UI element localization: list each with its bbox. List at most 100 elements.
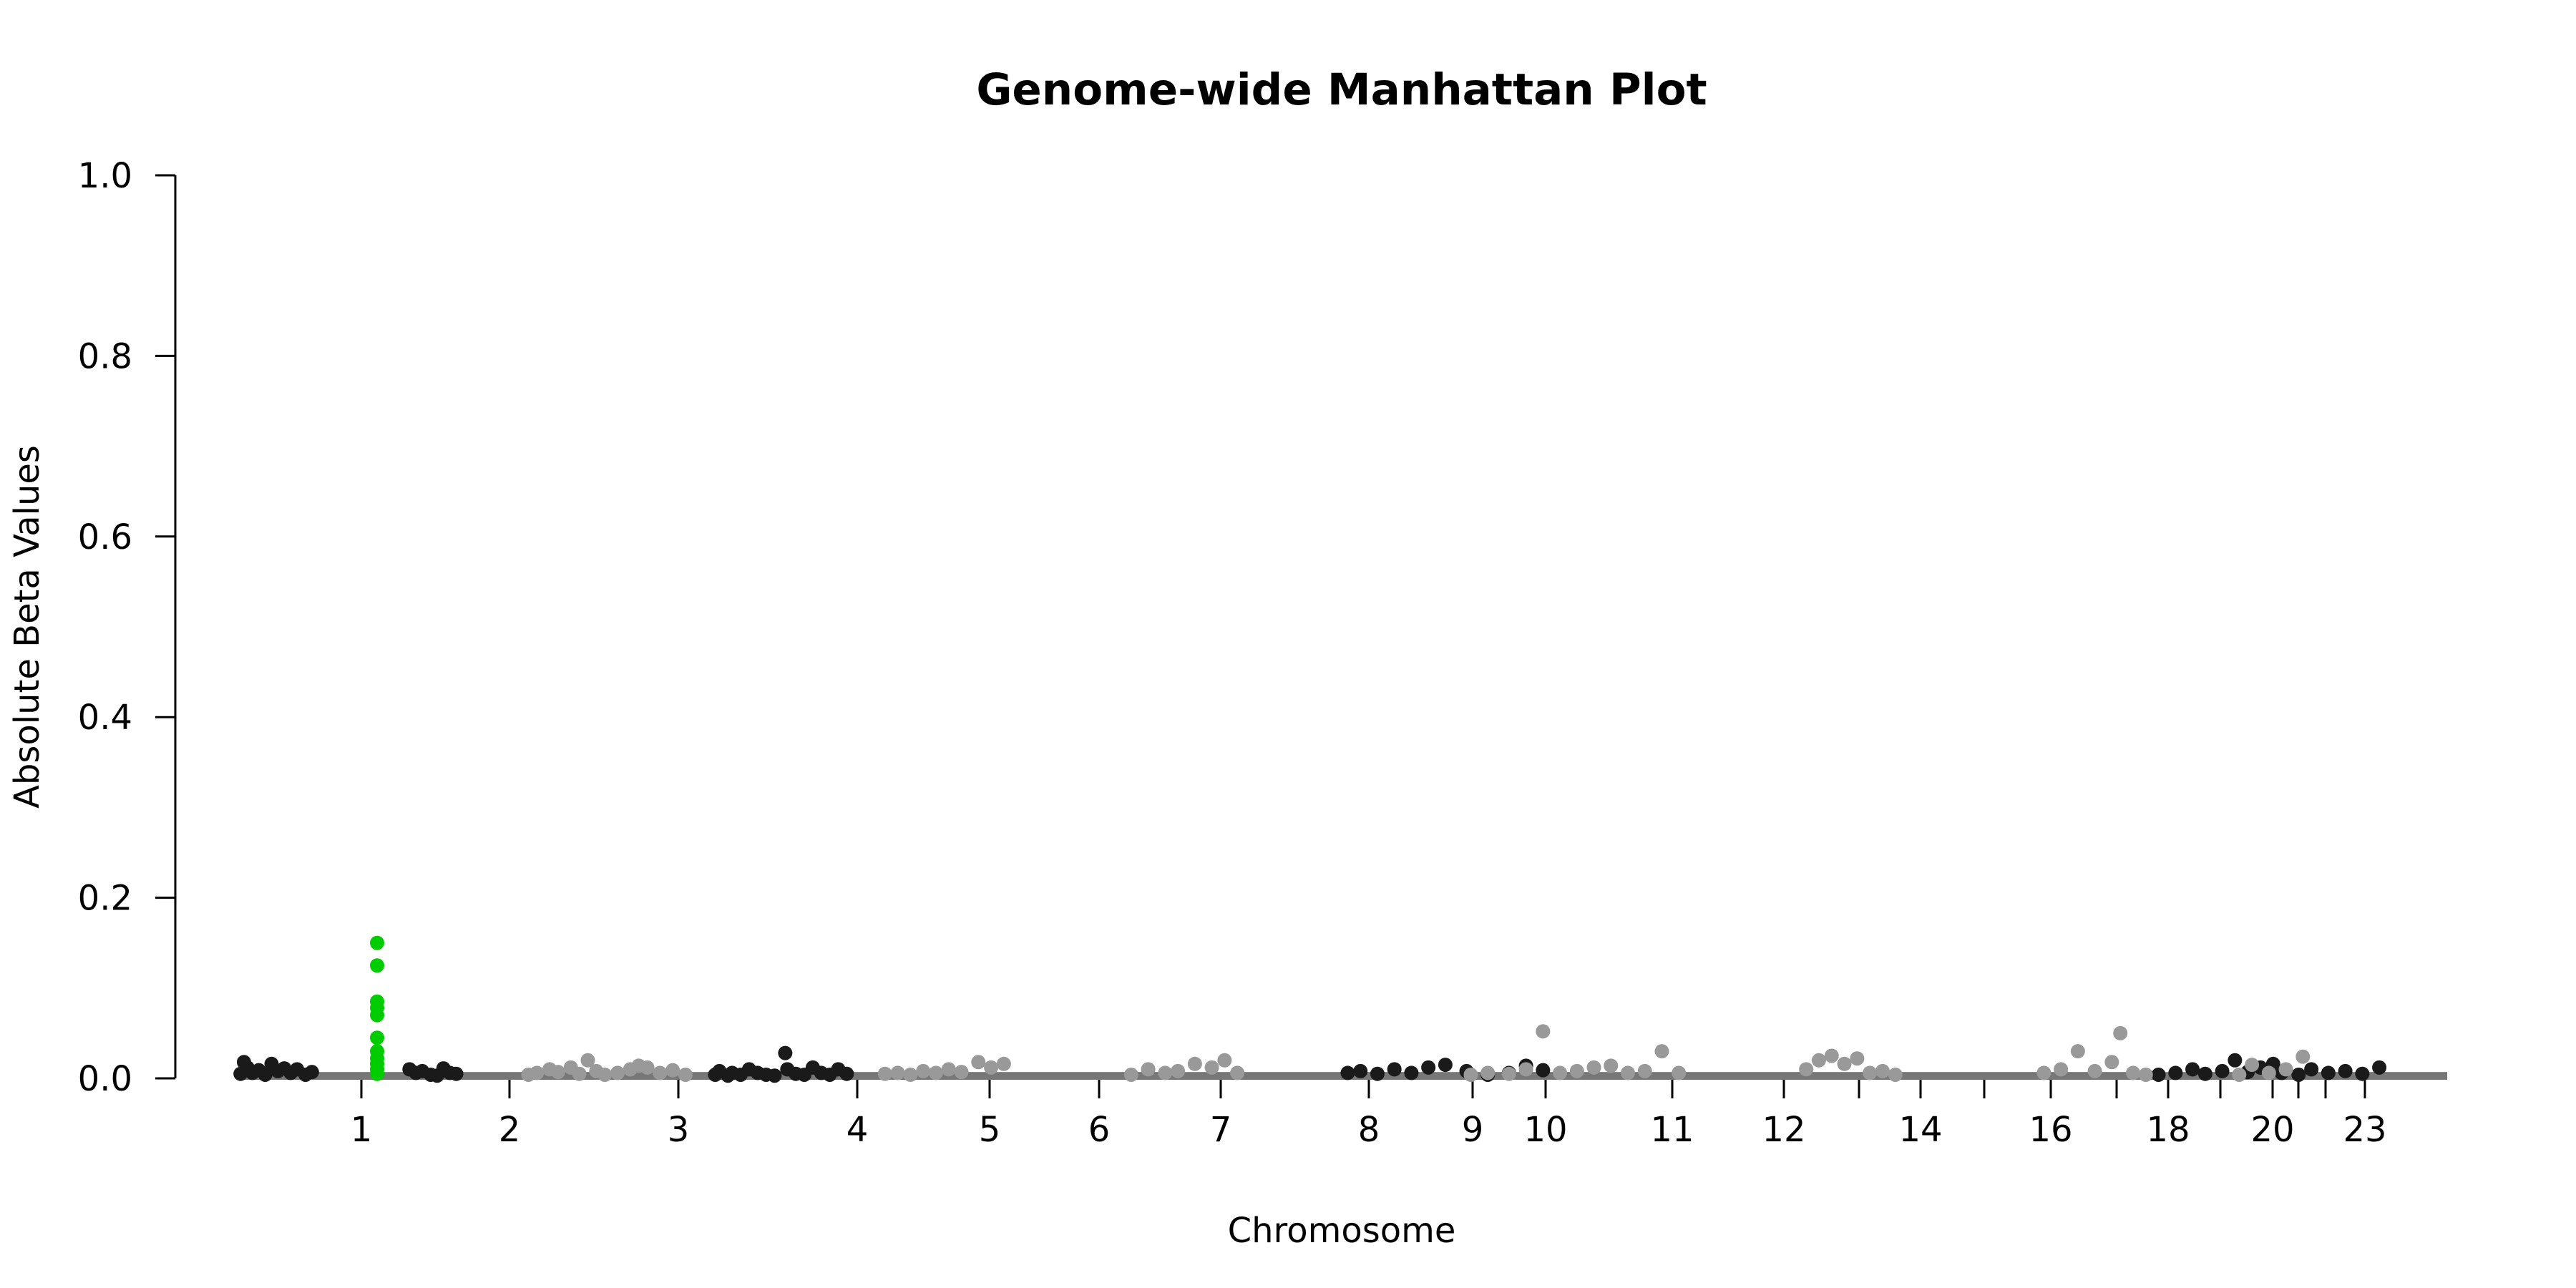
- data-point: [1204, 1060, 1219, 1075]
- data-point: [1171, 1063, 1186, 1078]
- y-tick-label: 0.2: [78, 879, 132, 919]
- x-tick-label: 7: [1210, 1110, 1232, 1150]
- data-point: [903, 1067, 918, 1082]
- data-point: [2291, 1067, 2306, 1082]
- x-tick-label: 5: [979, 1110, 1001, 1150]
- data-point: [2304, 1062, 2319, 1077]
- data-point: [2036, 1065, 2051, 1080]
- data-point: [2054, 1062, 2069, 1077]
- x-tick-label: 18: [2146, 1110, 2190, 1150]
- data-point: [2185, 1062, 2200, 1077]
- data-point: [1875, 1063, 1890, 1078]
- data-point: [1463, 1067, 1478, 1082]
- data-point: [877, 1066, 892, 1081]
- data-point: [1620, 1065, 1635, 1080]
- data-point: [370, 1030, 384, 1045]
- x-tick-label: 2: [499, 1110, 521, 1150]
- data-point: [778, 1045, 793, 1060]
- data-point: [370, 935, 384, 950]
- data-point: [1672, 1065, 1687, 1080]
- y-axis: 0.0 0.2 0.4 0.6 0.8 1.0: [78, 156, 177, 1099]
- series-odd: [233, 1045, 2387, 1083]
- data-point: [916, 1063, 931, 1078]
- x-tick-label: 8: [1358, 1110, 1380, 1150]
- data-point: [1811, 1053, 1826, 1068]
- data-point: [1586, 1060, 1601, 1075]
- data-point: [304, 1065, 319, 1080]
- x-tick-label: 14: [1898, 1110, 1942, 1150]
- data-point: [580, 1053, 595, 1068]
- data-point: [2113, 1025, 2128, 1040]
- data-point: [1888, 1067, 1903, 1082]
- data-point: [370, 1066, 384, 1081]
- data-point: [640, 1060, 655, 1075]
- data-point: [1637, 1063, 1652, 1078]
- data-point: [1438, 1058, 1453, 1073]
- chart-title: Genome-wide Manhattan Plot: [976, 64, 1707, 115]
- data-point: [1340, 1065, 1355, 1080]
- data-point: [1123, 1067, 1138, 1082]
- data-point: [610, 1065, 625, 1080]
- data-point: [2228, 1053, 2243, 1068]
- data-point: [1217, 1053, 1232, 1068]
- x-tick-label: 1: [351, 1110, 373, 1150]
- data-point: [2372, 1060, 2387, 1075]
- data-point: [2232, 1067, 2247, 1082]
- data-point: [1850, 1051, 1865, 1066]
- data-point: [1480, 1065, 1496, 1080]
- data-point: [370, 958, 384, 973]
- data-point: [2070, 1044, 2085, 1059]
- data-point: [1569, 1063, 1584, 1078]
- data-point: [996, 1056, 1011, 1071]
- x-tick-label: 23: [2343, 1110, 2386, 1150]
- y-tick-label: 0.6: [78, 517, 132, 557]
- data-point: [449, 1066, 464, 1081]
- data-point: [530, 1065, 545, 1080]
- data-point: [2245, 1058, 2260, 1073]
- data-point: [2296, 1049, 2311, 1064]
- data-point: [890, 1065, 905, 1080]
- y-tick-label: 0.4: [78, 698, 132, 738]
- data-point: [1501, 1066, 1516, 1081]
- x-tick-label: 10: [1523, 1110, 1567, 1150]
- data-point: [1837, 1056, 1852, 1071]
- data-point: [1370, 1066, 1385, 1081]
- data-points: [233, 935, 2447, 1083]
- data-point: [1553, 1065, 1568, 1080]
- data-point: [550, 1065, 565, 1080]
- series-even: [521, 1024, 2311, 1082]
- x-tick-label: 16: [2029, 1110, 2072, 1150]
- y-axis-title: Absolute Beta Values: [7, 445, 47, 809]
- x-tick-label: 20: [2250, 1110, 2294, 1150]
- data-point: [928, 1065, 943, 1080]
- data-point: [653, 1065, 668, 1080]
- data-point: [2355, 1066, 2370, 1081]
- x-tick-label: 12: [1762, 1110, 1805, 1150]
- data-point: [2197, 1066, 2212, 1081]
- data-point: [1353, 1063, 1368, 1078]
- data-point: [1604, 1058, 1619, 1073]
- data-point: [1141, 1062, 1156, 1077]
- data-point: [2215, 1063, 2230, 1078]
- data-point: [1187, 1056, 1202, 1071]
- data-point: [2138, 1067, 2153, 1082]
- data-point: [2087, 1063, 2102, 1078]
- data-point: [665, 1063, 680, 1078]
- data-point: [1863, 1065, 1878, 1080]
- x-tick-label: 6: [1088, 1110, 1111, 1150]
- series-highlight: [370, 935, 384, 1081]
- data-point: [572, 1066, 587, 1081]
- data-point: [1421, 1060, 1436, 1075]
- data-point: [1824, 1048, 1839, 1063]
- y-tick-label: 1.0: [78, 156, 132, 196]
- data-point: [370, 1008, 384, 1023]
- data-point: [2261, 1065, 2276, 1080]
- x-tick-label: 4: [847, 1110, 869, 1150]
- data-point: [941, 1062, 956, 1077]
- data-point: [1158, 1065, 1173, 1080]
- data-point: [258, 1067, 273, 1082]
- data-point: [1518, 1062, 1533, 1077]
- data-point: [2151, 1067, 2166, 1082]
